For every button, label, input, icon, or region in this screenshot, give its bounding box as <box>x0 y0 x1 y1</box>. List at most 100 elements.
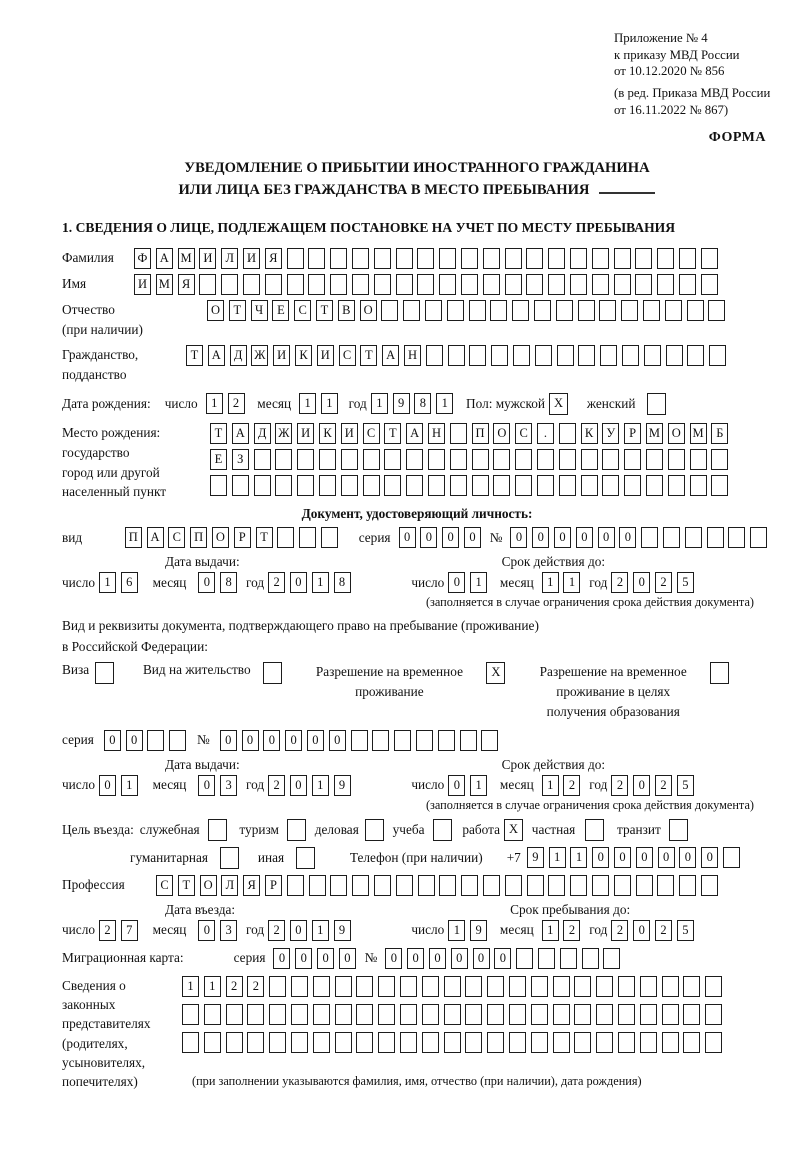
char-cell[interactable] <box>203 1031 221 1053</box>
char-cell[interactable]: К <box>580 422 598 444</box>
char-cell[interactable]: 0 <box>463 527 481 549</box>
char-cell[interactable] <box>225 1031 243 1053</box>
char-cell[interactable] <box>621 344 639 366</box>
char-cell[interactable] <box>613 273 631 295</box>
char-cell[interactable] <box>548 247 566 269</box>
char-cell[interactable]: 1 <box>470 774 488 796</box>
char-cell[interactable]: Ж <box>275 422 293 444</box>
char-cell[interactable] <box>221 273 239 295</box>
char-cell[interactable] <box>350 729 368 751</box>
char-cell[interactable] <box>299 527 317 549</box>
char-cell[interactable]: 2 <box>268 919 286 941</box>
char-cell[interactable] <box>340 448 358 470</box>
char-cell[interactable]: 0 <box>289 774 307 796</box>
char-cell[interactable]: 1 <box>203 975 221 997</box>
char-cell[interactable] <box>264 273 282 295</box>
char-cell[interactable] <box>269 975 287 997</box>
char-cell[interactable]: 0 <box>385 947 403 969</box>
char-cell[interactable]: 0 <box>338 947 356 969</box>
char-cell[interactable]: 0 <box>198 774 216 796</box>
char-cell[interactable]: И <box>297 422 315 444</box>
char-cell[interactable] <box>591 273 609 295</box>
char-cell[interactable]: О <box>667 422 685 444</box>
char-cell[interactable]: Я <box>264 247 282 269</box>
char-cell[interactable] <box>364 818 384 841</box>
char-cell[interactable]: М <box>155 273 173 295</box>
char-cell[interactable] <box>290 1031 308 1053</box>
char-cell[interactable]: 1 <box>99 572 116 594</box>
char-cell[interactable]: 0 <box>448 774 466 796</box>
char-cell[interactable]: И <box>199 247 217 269</box>
char-cell[interactable] <box>645 448 663 470</box>
char-cell[interactable]: 0 <box>510 527 528 549</box>
char-cell[interactable]: Ч <box>250 299 268 321</box>
char-cell[interactable] <box>399 1031 417 1053</box>
char-cell[interactable]: С <box>168 527 186 549</box>
char-cell[interactable]: В <box>337 299 355 321</box>
char-cell[interactable]: 2 <box>655 774 673 796</box>
char-cell[interactable] <box>664 299 682 321</box>
char-cell[interactable]: 1 <box>120 774 138 796</box>
char-cell[interactable] <box>728 527 746 549</box>
char-cell[interactable]: О <box>211 527 229 549</box>
char-cell[interactable] <box>318 474 336 496</box>
char-cell[interactable]: С <box>515 422 533 444</box>
char-cell[interactable] <box>602 448 620 470</box>
char-cell[interactable]: 0 <box>633 774 651 796</box>
char-cell[interactable]: П <box>190 527 208 549</box>
char-cell[interactable]: М <box>689 422 707 444</box>
char-cell[interactable] <box>395 273 413 295</box>
char-cell[interactable] <box>340 474 358 496</box>
char-cell[interactable]: Т <box>210 422 227 444</box>
char-cell[interactable] <box>312 1031 330 1053</box>
char-cell[interactable] <box>443 1031 461 1053</box>
char-cell[interactable]: 8 <box>414 393 432 415</box>
char-cell[interactable] <box>569 247 587 269</box>
char-cell[interactable] <box>639 1003 657 1025</box>
char-cell[interactable]: К <box>294 344 312 366</box>
char-cell[interactable] <box>665 344 683 366</box>
char-cell[interactable] <box>373 874 391 896</box>
char-cell[interactable] <box>706 527 724 549</box>
char-cell[interactable] <box>432 818 452 841</box>
char-cell[interactable]: 2 <box>227 393 245 415</box>
char-cell[interactable] <box>683 1031 701 1053</box>
char-cell[interactable] <box>683 975 701 997</box>
char-cell[interactable]: С <box>294 299 312 321</box>
char-cell[interactable] <box>203 1003 221 1025</box>
char-cell[interactable]: Б <box>711 422 729 444</box>
char-cell[interactable] <box>468 299 486 321</box>
char-cell[interactable]: 0 <box>317 947 335 969</box>
char-cell[interactable]: 1 <box>299 393 317 415</box>
char-cell[interactable] <box>447 344 465 366</box>
char-cell[interactable] <box>555 299 573 321</box>
char-cell[interactable]: 9 <box>333 919 351 941</box>
char-cell[interactable]: Е <box>272 299 290 321</box>
char-cell[interactable]: 0 <box>575 527 593 549</box>
char-cell[interactable] <box>552 1031 570 1053</box>
char-cell[interactable] <box>437 729 455 751</box>
char-cell[interactable] <box>668 818 688 841</box>
char-cell[interactable] <box>424 299 442 321</box>
char-cell[interactable] <box>461 874 479 896</box>
char-cell[interactable]: И <box>340 422 358 444</box>
char-cell[interactable] <box>613 247 631 269</box>
char-cell[interactable]: 6 <box>120 572 138 594</box>
char-cell[interactable] <box>443 975 461 997</box>
char-cell[interactable] <box>460 247 478 269</box>
char-cell[interactable] <box>421 975 439 997</box>
char-cell[interactable] <box>705 1031 723 1053</box>
char-cell[interactable]: 1 <box>311 572 329 594</box>
char-cell[interactable] <box>242 273 260 295</box>
char-cell[interactable] <box>352 874 370 896</box>
char-cell[interactable]: 2 <box>268 774 286 796</box>
char-cell[interactable]: X <box>486 661 506 684</box>
char-cell[interactable] <box>603 947 621 969</box>
char-cell[interactable] <box>490 299 508 321</box>
char-cell[interactable] <box>471 474 489 496</box>
char-cell[interactable]: А <box>406 422 424 444</box>
char-cell[interactable] <box>596 1031 614 1053</box>
char-cell[interactable] <box>570 874 588 896</box>
char-cell[interactable] <box>709 344 727 366</box>
char-cell[interactable] <box>552 1003 570 1025</box>
